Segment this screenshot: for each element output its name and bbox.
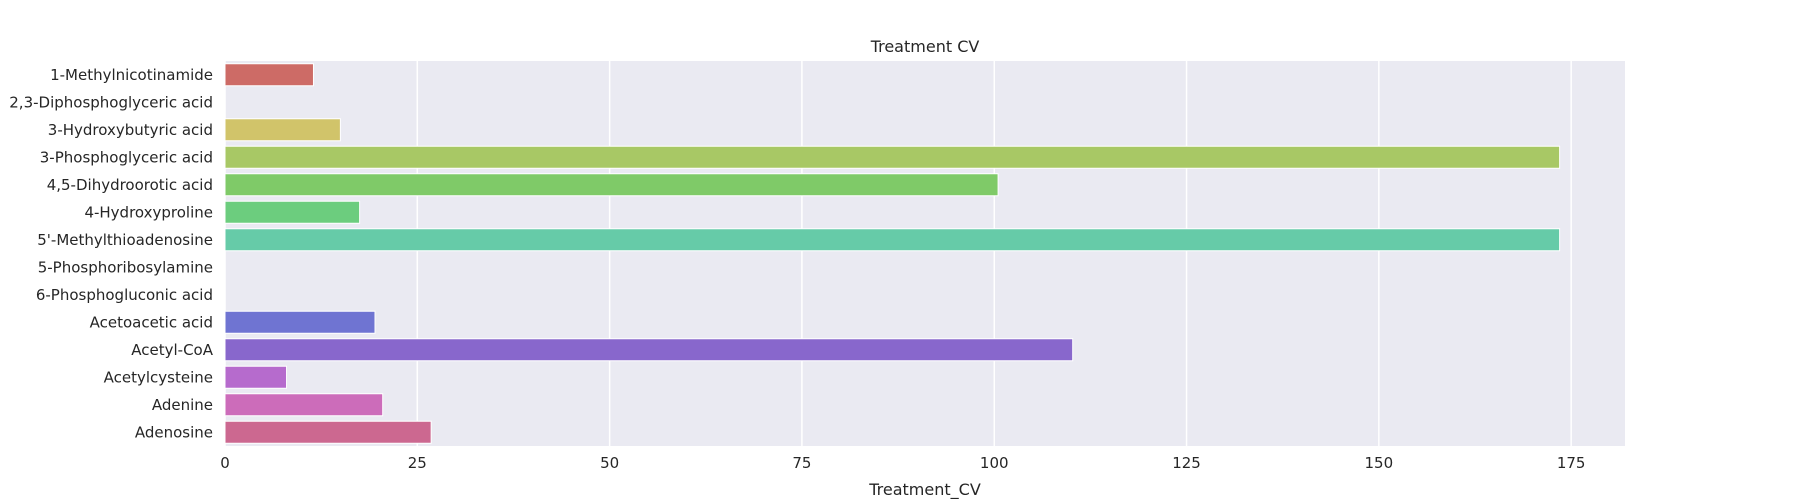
category-label: 5-Phosphoribosylamine bbox=[38, 258, 213, 276]
category-label: Acetylcysteine bbox=[104, 368, 213, 386]
bar-0 bbox=[224, 63, 314, 87]
x-tick-label: 125 bbox=[1172, 454, 1201, 472]
category-labels: 1-Methylnicotinamide 2,3-Diphosphoglyceri… bbox=[9, 66, 213, 442]
category-label: 4-Hydroxyproline bbox=[84, 203, 213, 221]
category-label: 6-Phosphogluconic acid bbox=[36, 286, 213, 304]
bar-13 bbox=[224, 420, 432, 444]
category-label: 4,5-Dihydroorotic acid bbox=[47, 176, 213, 194]
chart-title: Treatment CV bbox=[870, 37, 980, 56]
category-label: 3-Phosphoglyceric acid bbox=[40, 148, 213, 166]
x-axis-label: Treatment_CV bbox=[868, 480, 981, 500]
x-tick-label: 75 bbox=[792, 454, 811, 472]
bars bbox=[224, 63, 1561, 444]
category-label: Adenine bbox=[152, 396, 213, 414]
x-tick-label: 100 bbox=[980, 454, 1009, 472]
bar-3 bbox=[224, 145, 1561, 169]
bar-12 bbox=[224, 393, 384, 417]
bar-6 bbox=[224, 228, 1561, 252]
bar-4 bbox=[224, 173, 999, 197]
category-label: Acetoacetic acid bbox=[90, 313, 213, 331]
plot-background bbox=[225, 61, 1625, 446]
x-tick-label: 50 bbox=[600, 454, 619, 472]
category-label: 2,3-Diphosphoglyceric acid bbox=[9, 93, 213, 111]
x-tick-label: 175 bbox=[1557, 454, 1586, 472]
bar-11 bbox=[224, 365, 288, 389]
category-label: 3-Hydroxybutyric acid bbox=[48, 121, 213, 139]
x-tick-label: 0 bbox=[220, 454, 230, 472]
category-label: Adenosine bbox=[135, 423, 213, 441]
bar-10 bbox=[224, 338, 1074, 362]
category-label: 1-Methylnicotinamide bbox=[50, 66, 213, 84]
bar-9 bbox=[224, 310, 376, 334]
category-label: 5'-Methylthioadenosine bbox=[37, 231, 213, 249]
bar-2 bbox=[224, 118, 341, 142]
x-tick-labels: 0 25 50 75 100 125 150 175 bbox=[220, 454, 1585, 472]
bar-5 bbox=[224, 200, 361, 224]
x-tick-label: 150 bbox=[1365, 454, 1394, 472]
gridlines bbox=[224, 61, 1572, 446]
x-tick-label: 25 bbox=[408, 454, 427, 472]
category-label: Acetyl-CoA bbox=[131, 341, 213, 359]
